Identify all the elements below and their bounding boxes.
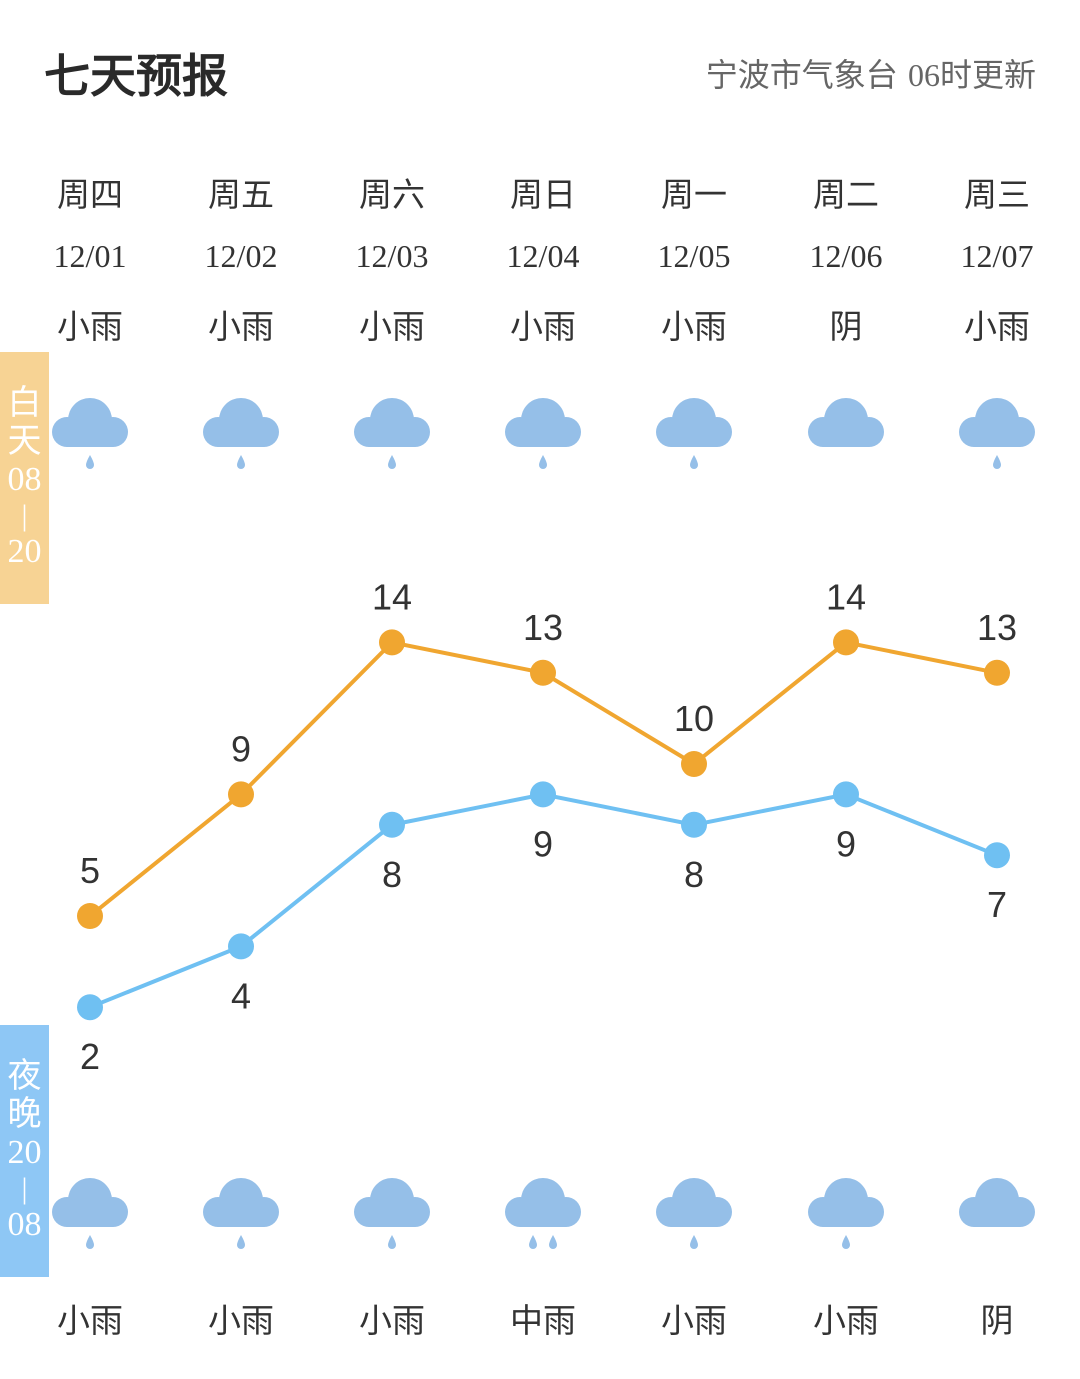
date-label: 12/05 (657, 238, 731, 274)
night-condition: 小雨 (813, 1301, 879, 1340)
day-condition: 小雨 (661, 307, 727, 346)
night-band-sep: | (21, 1172, 28, 1205)
day-condition: 小雨 (57, 307, 123, 346)
rain-cloud-icon (959, 398, 1035, 469)
high-temp-label: 14 (826, 576, 866, 617)
night-condition: 小雨 (208, 1301, 274, 1340)
low-temp-point (530, 781, 556, 808)
weekday-label: 周二 (813, 175, 879, 214)
night-condition: 阴 (980, 1301, 1014, 1340)
rain-cloud-icon (203, 398, 279, 469)
low-temp-point (681, 811, 707, 838)
day-band-label-2: 天 (7, 423, 42, 460)
update-info: 宁波市气象台 06时更新 (706, 50, 1036, 96)
high-temp-point (984, 659, 1010, 686)
low-temp-point (379, 811, 405, 838)
night-band-label-1: 夜 (7, 1058, 42, 1095)
night-condition: 小雨 (57, 1301, 123, 1340)
day-band-label-1: 白 (7, 385, 42, 422)
low-temp-label: 7 (987, 884, 1007, 925)
night-band: 夜 晚 20 | 08 (0, 1025, 49, 1277)
high-temp-label: 10 (674, 698, 714, 739)
low-temp-point (833, 781, 859, 808)
day-band-start: 08 (7, 461, 42, 498)
high-temp-label: 5 (80, 850, 100, 891)
date-label: 12/02 (204, 238, 278, 274)
weekday-label: 周日 (510, 175, 576, 214)
cloud-icon (808, 398, 884, 447)
high-temp-label: 9 (231, 728, 251, 769)
rain-cloud-icon (808, 1178, 884, 1249)
night-condition: 小雨 (661, 1301, 727, 1340)
high-temp-point (77, 903, 103, 929)
low-temp-label: 8 (684, 854, 704, 895)
low-temp-label: 4 (231, 975, 251, 1016)
update-time: 06时更新 (907, 57, 1036, 93)
weekday-label: 周五 (208, 175, 274, 214)
night-band-end: 08 (7, 1206, 42, 1243)
rain-cloud-icon (203, 1178, 279, 1249)
low-temp-label: 9 (836, 823, 856, 864)
date-label: 12/01 (53, 238, 127, 274)
day-condition: 小雨 (208, 307, 274, 346)
day-band-sep: | (21, 499, 28, 532)
low-temp-point (984, 842, 1010, 869)
night-band-start: 20 (7, 1134, 42, 1171)
day-condition: 小雨 (510, 307, 576, 346)
low-temp-label: 8 (382, 854, 402, 895)
high-temp-point (379, 629, 405, 656)
cloud-icon (959, 1178, 1035, 1227)
low-temp-point (77, 994, 103, 1021)
low-temp-label: 2 (80, 1036, 100, 1077)
rain-cloud-icon (656, 398, 732, 469)
rain-cloud-icon (354, 1178, 430, 1249)
night-condition: 中雨 (510, 1301, 576, 1340)
weekday-label: 周四 (57, 175, 123, 214)
rain-cloud-icon (656, 1178, 732, 1249)
day-band: 白 天 08 | 20 (0, 352, 49, 604)
weekday-label: 周三 (964, 175, 1030, 214)
high-temp-label: 14 (372, 576, 412, 617)
day-condition: 小雨 (964, 307, 1030, 346)
day-condition: 阴 (829, 307, 863, 346)
rain-cloud-icon (52, 398, 128, 469)
high-temp-label: 13 (523, 607, 563, 648)
night-condition: 小雨 (359, 1301, 425, 1340)
weekday-label: 周六 (359, 175, 425, 214)
night-band-label-2: 晚 (7, 1096, 42, 1133)
high-temp-label: 13 (977, 607, 1017, 648)
high-temp-point (228, 781, 254, 808)
date-label: 12/04 (506, 238, 580, 274)
low-temp-point (228, 933, 254, 960)
date-label: 12/03 (355, 238, 429, 274)
rain-cloud-icon (505, 1178, 581, 1249)
high-temp-point (833, 629, 859, 656)
day-condition: 小雨 (359, 307, 425, 346)
high-temp-point (681, 751, 707, 777)
low-temp-label: 9 (533, 823, 553, 864)
rain-cloud-icon (505, 398, 581, 469)
rain-cloud-icon (52, 1178, 128, 1249)
rain-cloud-icon (354, 398, 430, 469)
weekday-label: 周一 (661, 175, 727, 214)
high-temp-point (530, 659, 556, 686)
date-label: 12/07 (960, 238, 1034, 274)
page-title: 七天预报 (44, 49, 228, 103)
day-band-end: 20 (7, 533, 42, 570)
date-label: 12/06 (809, 238, 883, 274)
source-name: 宁波市气象台 (705, 56, 898, 94)
